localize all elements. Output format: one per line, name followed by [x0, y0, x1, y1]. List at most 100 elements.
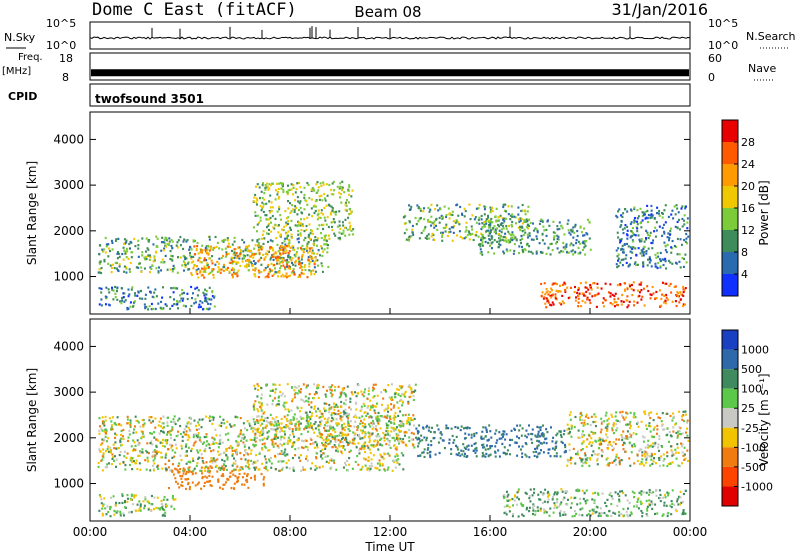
velocity-cell — [601, 492, 604, 495]
velocity-cell — [311, 462, 314, 465]
velocity-cell — [368, 436, 371, 440]
velocity-cell — [397, 429, 400, 432]
velocity-cell — [250, 427, 253, 430]
power-cell — [233, 268, 236, 271]
velocity-cell — [679, 496, 682, 499]
power-cell — [677, 211, 680, 214]
power-cell — [238, 246, 241, 249]
power-cell — [197, 252, 200, 255]
velocity-cell — [260, 409, 263, 412]
velocity-cell — [539, 509, 542, 512]
power-cell — [441, 216, 444, 219]
power-cell — [339, 196, 342, 199]
velocity-cell — [121, 493, 124, 496]
power-cell — [218, 269, 221, 272]
velocity-cell — [167, 459, 170, 462]
power-cell — [448, 217, 451, 220]
power-cell — [524, 213, 527, 216]
velocity-cell — [639, 492, 642, 495]
velocity-cell — [386, 432, 389, 435]
power-cell — [318, 224, 321, 227]
velocity-cell — [176, 419, 179, 422]
velocity-cell — [440, 433, 443, 436]
velocity-cell — [115, 511, 118, 514]
velocity-cell — [204, 450, 207, 453]
power-cell — [664, 302, 667, 305]
velocity-cell — [153, 457, 156, 460]
velocity-cell — [141, 451, 144, 454]
power-cell — [660, 304, 663, 307]
power-cell — [632, 226, 635, 230]
velocity-cell — [673, 503, 676, 506]
power-cell — [493, 225, 496, 228]
velocity-cell — [348, 442, 351, 445]
velocity-cell — [124, 464, 127, 467]
power-cell — [110, 239, 113, 243]
power-cell — [452, 226, 455, 229]
velocity-cell — [396, 388, 399, 391]
velocity-cell — [556, 498, 559, 501]
power-cell — [489, 211, 492, 214]
velocity-cell — [273, 437, 276, 440]
power-cell — [338, 224, 341, 227]
power-cell — [679, 266, 682, 269]
power-cell — [432, 222, 435, 225]
velocity-cell — [392, 406, 395, 409]
power-cell — [330, 193, 333, 196]
power-cell — [238, 257, 241, 260]
power-cell — [430, 203, 433, 206]
power-cell — [173, 298, 176, 301]
power-cell — [304, 264, 307, 267]
velocity-cell — [305, 439, 308, 443]
power-cell — [572, 253, 575, 256]
power-cell — [261, 183, 264, 187]
power-cell — [115, 267, 118, 270]
velocity-cell — [328, 425, 331, 429]
power-cell — [562, 250, 565, 253]
power-cell — [105, 243, 108, 246]
velocity-cell — [201, 472, 204, 475]
velocity-cell — [592, 508, 595, 511]
power-cell — [287, 219, 290, 223]
velocity-cell — [391, 436, 394, 440]
power-cell — [280, 218, 283, 221]
power-cell — [321, 199, 324, 202]
velocity-cell — [542, 435, 545, 438]
velocity-cell — [667, 511, 670, 515]
power-cell — [193, 302, 196, 305]
power-cell — [648, 258, 651, 261]
velocity-cell — [101, 438, 104, 441]
power-cell — [299, 264, 302, 267]
velocity-cell — [203, 435, 206, 439]
velocity-cell — [316, 435, 319, 438]
velocity-cell — [292, 432, 295, 436]
velocity-cell — [114, 432, 117, 435]
velocity-cell — [334, 405, 337, 409]
power-cell — [499, 239, 502, 242]
power-cell — [203, 257, 206, 260]
power-cell — [170, 254, 173, 257]
velocity-cell — [271, 441, 274, 444]
power-cell — [307, 241, 310, 244]
velocity-cell — [305, 419, 308, 422]
velocity-cell — [180, 444, 183, 447]
power-cell — [182, 297, 185, 300]
velocity-cell — [559, 433, 562, 437]
power-cell — [417, 207, 420, 210]
velocity-cell — [421, 439, 424, 442]
power-cell — [633, 207, 636, 211]
velocity-cell — [177, 471, 180, 474]
power-cell — [602, 297, 605, 300]
velocity-cell — [246, 420, 249, 423]
velocity-cell — [169, 443, 172, 446]
power-cell — [197, 289, 200, 292]
velocity-cell — [150, 494, 153, 498]
velocity-cell — [155, 438, 158, 441]
velocity-cell — [147, 451, 150, 455]
power-cell — [201, 308, 204, 311]
power-cell — [483, 220, 486, 224]
velocity-cell — [393, 427, 396, 430]
power-cell — [173, 266, 176, 270]
velocity-cell — [355, 416, 358, 419]
power-cell — [293, 253, 296, 257]
